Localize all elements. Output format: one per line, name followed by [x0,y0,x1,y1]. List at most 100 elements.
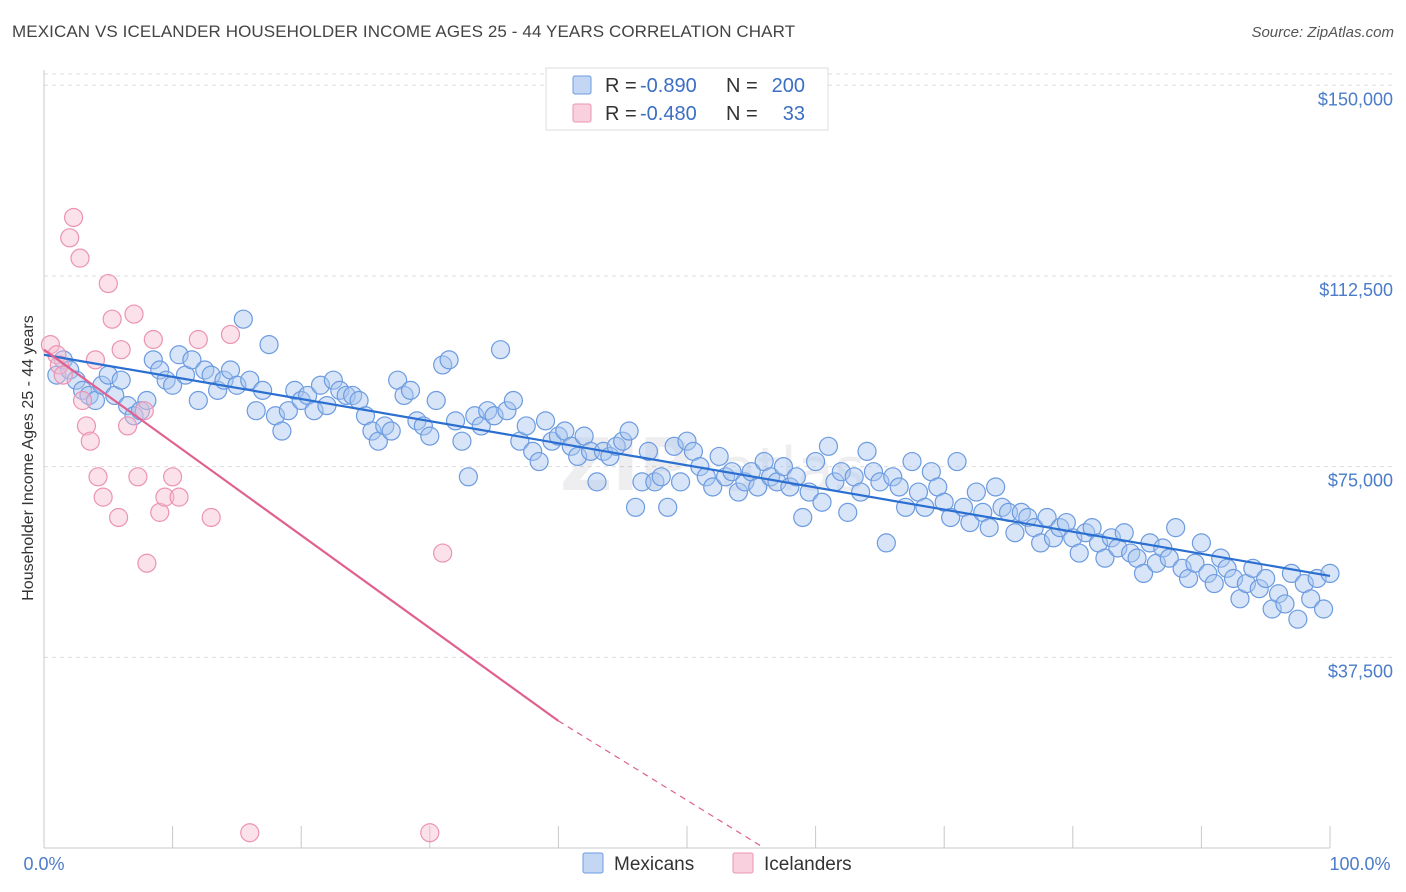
svg-text:atlas: atlas [720,435,865,505]
mexicans-point [458,467,478,487]
mexicans-point [613,431,633,451]
mexicans-point [838,502,858,522]
icelanders-point [220,324,241,345]
mexicans-point [1185,553,1205,573]
icelanders-point [53,365,73,385]
source-label: Source: ZipAtlas.com [1251,24,1394,41]
icelanders-point [88,467,108,487]
mexicans-point [484,406,504,426]
series-legend-label-mexicans: Mexicans [614,854,694,875]
icelanders-point [85,350,106,370]
mexicans-point [818,436,839,456]
icelanders-point [124,304,144,324]
icelanders-point [76,416,97,436]
mexicans-point [1018,507,1038,528]
mexicans-point [400,380,421,400]
icelanders-point [117,416,138,436]
mexicans-point [645,472,665,492]
mexicans-point [1172,558,1192,578]
mexicans-point [947,451,967,472]
mexicans-point [362,421,382,441]
mexicans-point [1133,563,1154,584]
chart-title: MEXICAN VS ICELANDER HOUSEHOLDER INCOME … [12,22,796,41]
mexicans-point [883,467,903,487]
mexicans-point [497,401,517,421]
mexicans-point [992,497,1012,517]
mexicans-point [1320,563,1340,584]
mexicans-point [394,385,414,406]
mexicans-point [709,446,729,467]
mexicans-point [857,441,877,461]
icelanders-point [201,507,221,528]
mexicans-point [343,385,363,406]
icelanders-point [80,431,100,451]
mexicans-point [420,426,440,446]
icelanders-point [111,340,131,360]
mexicans-point [831,462,851,482]
icelanders-point [169,487,189,507]
icelanders-point [49,355,70,375]
icelanders-point [420,823,440,843]
series-legend: Mexicans Icelanders [582,852,852,875]
icelanders-point [134,401,154,421]
trend-lines [43,348,1331,849]
icelanders-point [70,248,90,268]
mexicans-point [490,340,511,360]
y-axis-label: Householder Income Ages 25 - 44 years [20,315,37,601]
legend-r-label-icelanders: R = [605,103,637,125]
icelanders-point [63,207,84,228]
mexicans-point [529,451,549,472]
mexicans-point [188,390,208,411]
y-tick-label: $112,500 [1319,280,1393,300]
y-tick-label: $150,000 [1318,89,1393,109]
mexicans-point [478,401,498,421]
mexicans-point [664,436,684,456]
mexicans-point [651,467,671,487]
mexicans-point [1204,573,1224,594]
legend-n-value-icelanders: 33 [783,103,805,125]
mexicans-point [786,467,806,487]
mexicans-point [169,345,189,365]
mexicans-point [625,497,646,517]
mexicans-point [278,401,298,421]
legend-n-label-icelanders: N = [726,103,758,125]
mexicans-point [272,421,292,441]
mexicans-point [439,350,459,370]
mexicans-point [285,380,305,400]
mexicans-point [670,472,691,492]
series-legend-swatch-icelanders [732,852,754,874]
mexicans-point [516,416,536,436]
mexicans-point [1256,568,1276,589]
mexicans-point [1268,584,1289,604]
mexicans-point [548,426,569,446]
mexicans-point [72,380,93,400]
mexicans-point [735,472,755,492]
mexicans-point [233,309,253,329]
mexicans-point [195,360,215,380]
mexicans-point [375,416,395,436]
mexicans-point [259,334,279,355]
mexicans-point [1288,609,1308,629]
mexicans-point [1191,533,1212,553]
icelanders-point [137,553,157,573]
icelanders-point [128,467,148,487]
icelanders-points [40,207,453,843]
mexicans-point [1166,518,1186,538]
mexicans-point [426,390,446,411]
mexicans-point [79,385,99,406]
icelanders-point [240,823,260,843]
mexicans-point [889,477,909,497]
icelanders-point [102,309,122,329]
mexicans-point [310,375,331,395]
icelanders-point [143,329,163,350]
series-legend-swatch-mexicans [582,852,604,874]
y-tick-label: $75,000 [1328,471,1393,491]
series-legend-label-icelanders: Icelanders [764,854,852,875]
mexicans-point [979,518,999,538]
mexicans-point [1095,548,1115,568]
x-tick-label-min: 0.0% [23,854,64,874]
mexicans-point [863,462,884,482]
mexicans-point [323,370,343,390]
legend-r-value-mexicans: -0.890 [640,75,697,97]
mexicans-point [619,421,639,441]
